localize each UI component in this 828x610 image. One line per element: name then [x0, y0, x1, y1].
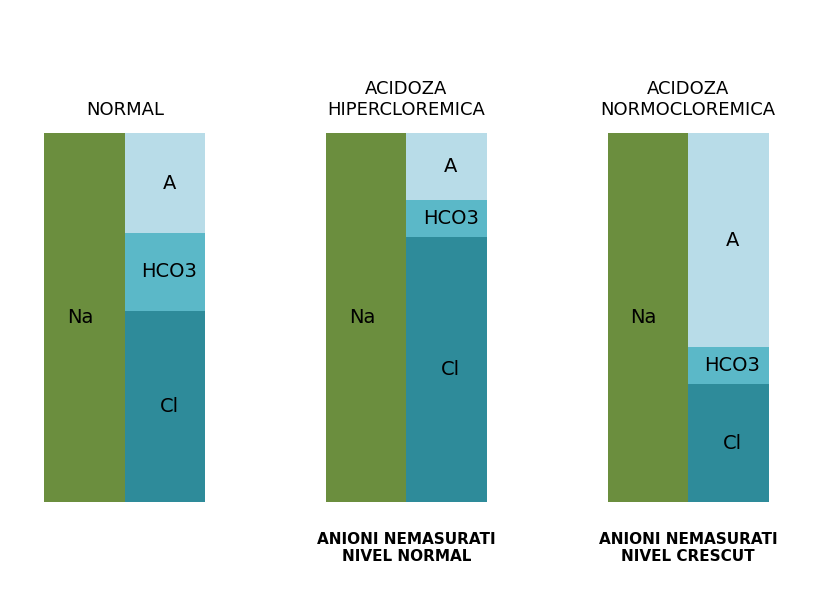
Text: ACIDOZA
NORMOCLOREMICA: ACIDOZA NORMOCLOREMICA: [599, 80, 775, 118]
Bar: [325, 134, 406, 503]
Bar: [687, 348, 768, 384]
Bar: [406, 200, 486, 237]
Text: Cl: Cl: [440, 360, 460, 379]
Text: HCO3: HCO3: [422, 209, 478, 228]
Bar: [125, 233, 205, 310]
Text: A: A: [724, 231, 738, 250]
Bar: [125, 310, 205, 503]
Text: ACIDOZA
HIPERCLOREMICA: ACIDOZA HIPERCLOREMICA: [327, 80, 485, 118]
Text: ANIONI NEMASURATI
NIVEL NORMAL: ANIONI NEMASURATI NIVEL NORMAL: [317, 532, 495, 564]
Bar: [406, 134, 486, 200]
Bar: [607, 134, 687, 503]
Text: NORMAL: NORMAL: [86, 101, 164, 118]
Text: ANIONI NEMASURATI
NIVEL CRESCUT: ANIONI NEMASURATI NIVEL CRESCUT: [598, 532, 777, 564]
Text: Cl: Cl: [722, 434, 741, 453]
Text: Cl: Cl: [159, 397, 179, 416]
Text: Na: Na: [349, 309, 375, 328]
Bar: [406, 237, 486, 503]
Bar: [45, 134, 125, 503]
Bar: [687, 134, 768, 348]
Bar: [687, 384, 768, 503]
Bar: [125, 134, 205, 233]
Text: Na: Na: [630, 309, 657, 328]
Text: A: A: [444, 157, 457, 176]
Text: A: A: [162, 174, 176, 193]
Text: HCO3: HCO3: [141, 262, 197, 281]
Text: Na: Na: [67, 309, 94, 328]
Text: HCO3: HCO3: [704, 356, 759, 375]
